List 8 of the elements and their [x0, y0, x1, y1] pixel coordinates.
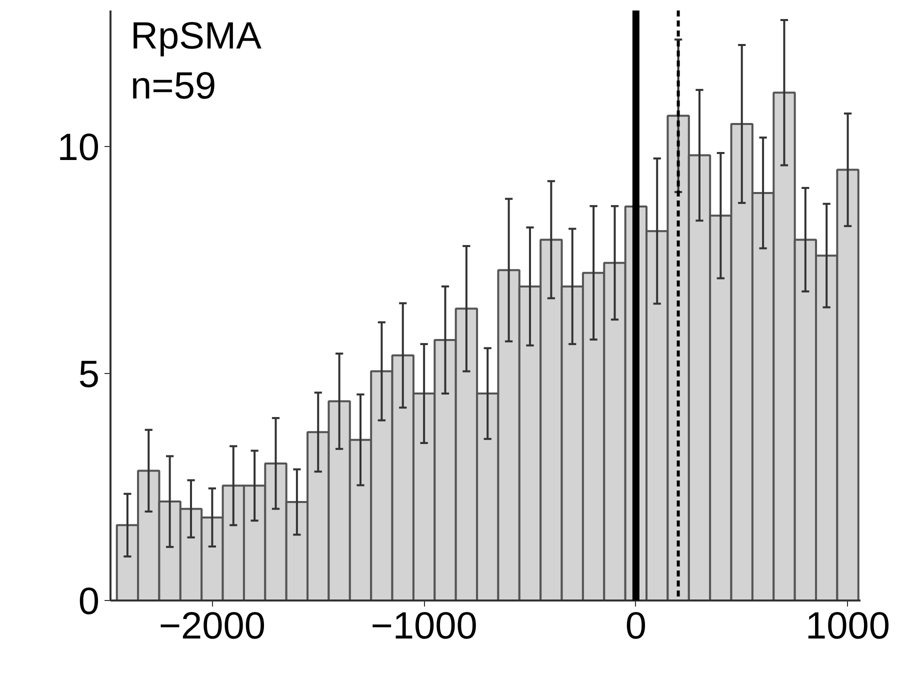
x-tick-label: 1000: [806, 606, 890, 648]
x-tick-label: 0: [625, 606, 646, 648]
y-tick-label: 10: [57, 127, 100, 170]
x-tick-label: −1000: [370, 606, 478, 648]
chart-title: RpSMA: [130, 16, 262, 58]
text: n=59: [130, 66, 216, 108]
y-tick-label: 5: [78, 354, 100, 396]
x-tick-label: −2000: [158, 606, 266, 648]
